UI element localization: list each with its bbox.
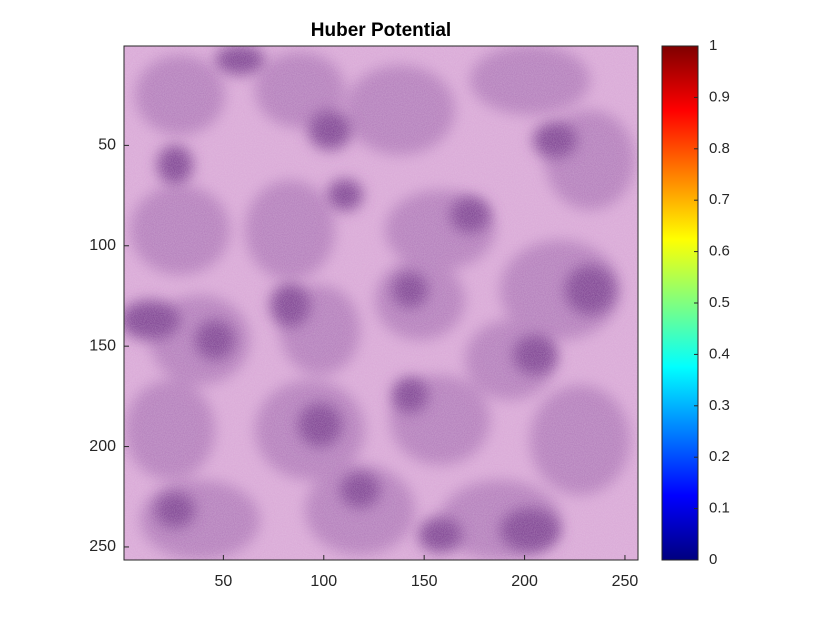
chart-title: Huber Potential [311, 20, 451, 41]
x-tick-label: 50 [214, 573, 232, 590]
y-tick-label: 150 [89, 337, 116, 354]
y-tick-label: 50 [98, 137, 116, 154]
colorbar-tick-label: 0.3 [709, 397, 730, 414]
axes-box [123, 45, 639, 561]
colorbar-tick-label: 0.9 [709, 88, 730, 105]
colorbar: 0 0.1 0.2 0.3 0.4 0.5 0.6 0.7 0.8 0.9 1 [661, 37, 730, 568]
colorbar-ramp [661, 45, 699, 561]
image [124, 46, 638, 560]
colorbar-tick-label: 0.4 [709, 345, 730, 362]
x-tick-label: 100 [310, 573, 337, 590]
colorbar-tick-label: 1 [709, 37, 717, 54]
colorbar-tick-label: 0.8 [709, 140, 730, 157]
colorbar-tick-label: 0.7 [709, 191, 730, 208]
colorbar-tick-label: 0.6 [709, 243, 730, 260]
x-tick-label: 250 [612, 573, 639, 590]
colorbar-tick-label: 0.2 [709, 448, 730, 465]
x-tick-label: 200 [511, 573, 538, 590]
x-tick-label: 150 [411, 573, 438, 590]
y-tick-label: 100 [89, 237, 116, 254]
colorbar-tick-label: 0.1 [709, 500, 730, 517]
colorbar-tick-label: 0 [709, 551, 717, 568]
colorbar-tick-label: 0.5 [709, 294, 730, 311]
y-tick-label: 250 [89, 538, 116, 555]
y-tick-label: 200 [89, 438, 116, 455]
